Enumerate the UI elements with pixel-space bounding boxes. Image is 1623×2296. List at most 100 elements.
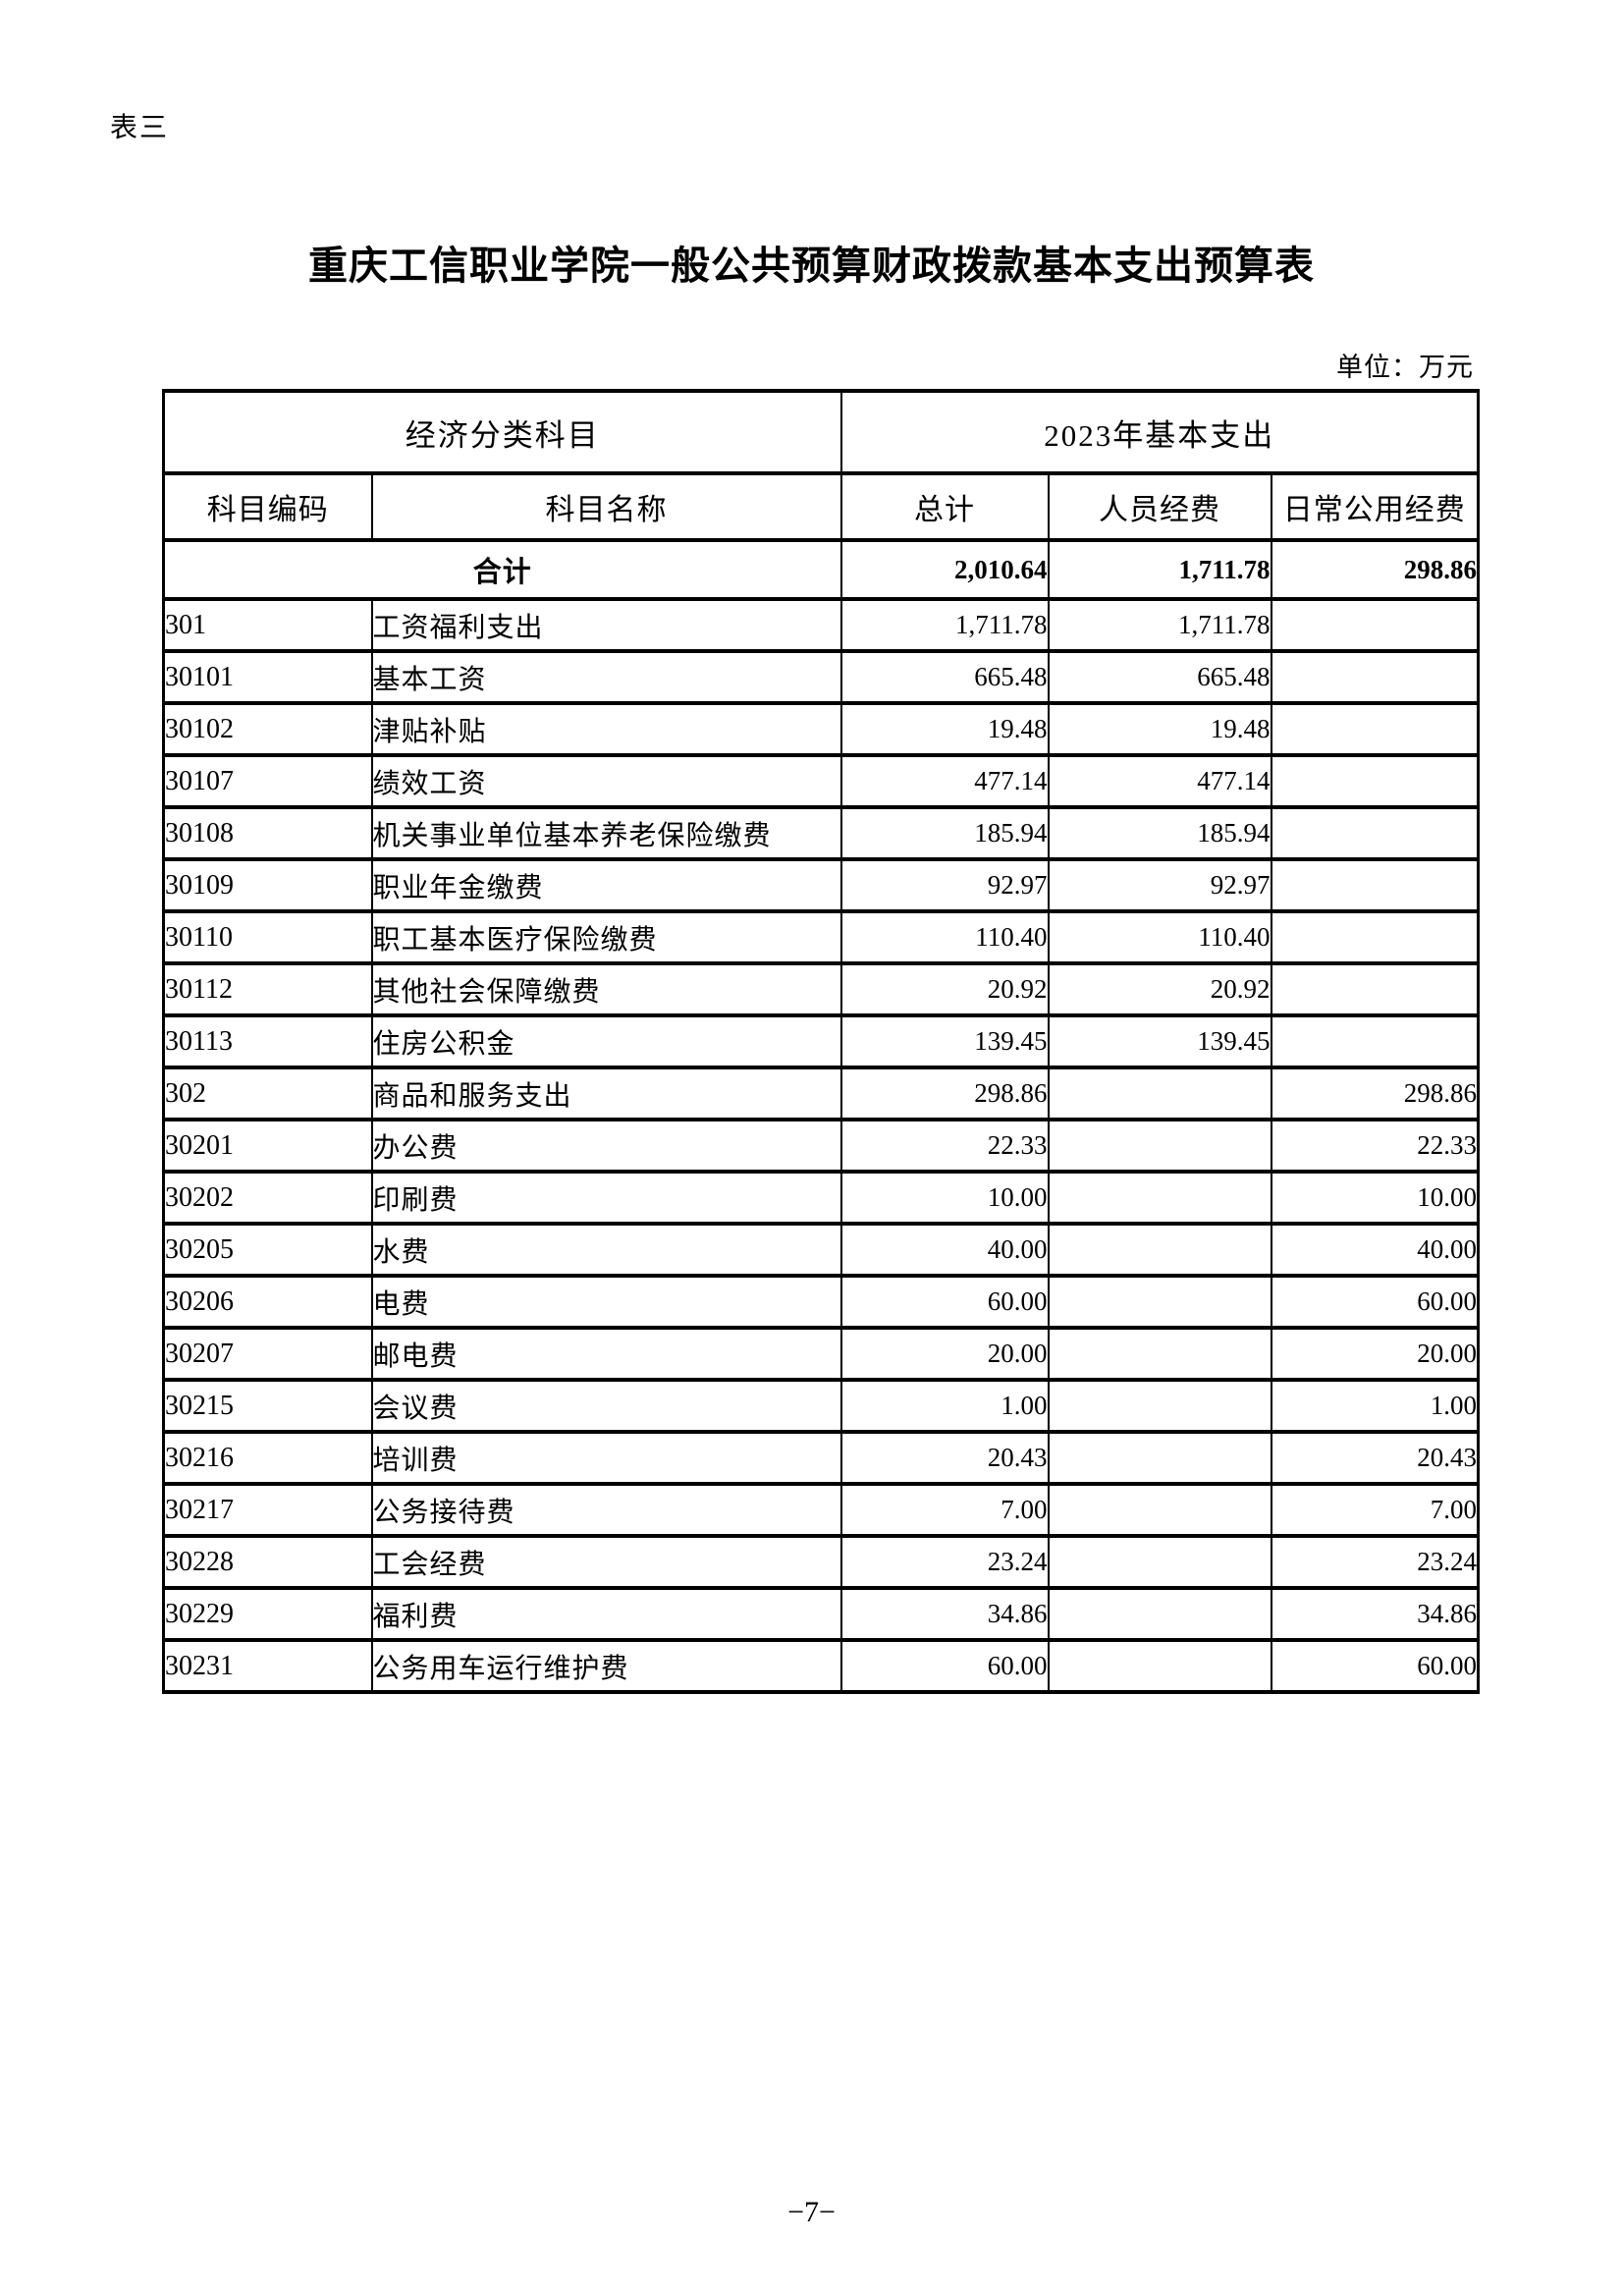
subject-name-cell: 会议费 [370, 1378, 842, 1434]
daily-expense-cell: 298.86 [1270, 1066, 1480, 1121]
subject-name-cell: 邮电费 [370, 1326, 842, 1382]
daily-expense-cell [1270, 857, 1480, 913]
daily-expense-cell: 10.00 [1270, 1170, 1480, 1226]
personnel-cell [1047, 1170, 1272, 1226]
daily-expense-cell [1270, 805, 1480, 861]
total-cell: 40.00 [839, 1222, 1050, 1278]
total-row: 合计 2,010.64 1,711.78 298.86 [162, 538, 1480, 601]
daily-expense-cell: 1.00 [1270, 1378, 1480, 1434]
daily-expense-cell: 20.00 [1270, 1326, 1480, 1382]
table-row: 30201 办公费 22.33 22.33 [162, 1118, 1480, 1174]
total-row-total: 2,010.64 [839, 538, 1050, 601]
personnel-cell: 110.40 [1047, 909, 1272, 965]
total-cell: 139.45 [839, 1013, 1050, 1069]
daily-expense-cell [1270, 1013, 1480, 1069]
subject-name-cell: 其他社会保障缴费 [370, 961, 842, 1017]
subject-code-cell: 30215 [162, 1378, 373, 1434]
subject-code-cell: 30217 [162, 1482, 373, 1538]
subject-name-cell: 培训费 [370, 1430, 842, 1486]
personnel-cell [1047, 1066, 1272, 1121]
table-row: 30231 公务用车运行维护费 60.00 60.00 [162, 1638, 1480, 1694]
total-cell: 1,711.78 [839, 597, 1050, 653]
subject-code-cell: 30113 [162, 1013, 373, 1069]
total-cell: 10.00 [839, 1170, 1050, 1226]
personnel-cell [1047, 1586, 1272, 1642]
total-cell: 298.86 [839, 1066, 1050, 1121]
personnel-cell: 139.45 [1047, 1013, 1272, 1069]
subject-name-cell: 商品和服务支出 [370, 1066, 842, 1121]
document-title: 重庆工信职业学院一般公共预算财政拨款基本支出预算表 [308, 244, 1315, 288]
personnel-cell [1047, 1222, 1272, 1278]
subject-name-cell: 基本工资 [370, 649, 842, 705]
table-number-label: 表三 [110, 113, 170, 143]
subject-code-cell: 30101 [162, 649, 373, 705]
subject-name-cell: 水费 [370, 1222, 842, 1278]
subject-name-cell: 公务用车运行维护费 [370, 1638, 842, 1694]
subject-name-cell: 工资福利支出 [370, 597, 842, 653]
total-cell: 20.00 [839, 1326, 1050, 1382]
table-row: 30207 邮电费 20.00 20.00 [162, 1326, 1480, 1382]
table-row: 30102 津贴补贴 19.48 19.48 [162, 701, 1480, 757]
table-row: 30112 其他社会保障缴费 20.92 20.92 [162, 961, 1480, 1017]
personnel-cell [1047, 1118, 1272, 1174]
table-row: 30206 电费 60.00 60.00 [162, 1274, 1480, 1330]
daily-expense-cell: 60.00 [1270, 1638, 1480, 1694]
total-cell: 110.40 [839, 909, 1050, 965]
subject-name-cell: 职业年金缴费 [370, 857, 842, 913]
table-row: 30113 住房公积金 139.45 139.45 [162, 1013, 1480, 1069]
daily-expense-cell [1270, 701, 1480, 757]
personnel-cell: 185.94 [1047, 805, 1272, 861]
subject-name-cell: 公务接待费 [370, 1482, 842, 1538]
total-row-daily: 298.86 [1270, 538, 1480, 601]
table-row: 30107 绩效工资 477.14 477.14 [162, 753, 1480, 809]
total-cell: 20.43 [839, 1430, 1050, 1486]
table-row: 30202 印刷费 10.00 10.00 [162, 1170, 1480, 1226]
col-header-daily-expense: 日常公用经费 [1270, 471, 1480, 542]
subject-code-cell: 30110 [162, 909, 373, 965]
col-header-subject-code: 科目编码 [162, 471, 373, 542]
table-column-header-row: 科目编码 科目名称 总计 人员经费 日常公用经费 [162, 471, 1480, 542]
table-row: 30229 福利费 34.86 34.86 [162, 1586, 1480, 1642]
subject-code-cell: 30201 [162, 1118, 373, 1174]
daily-expense-cell: 7.00 [1270, 1482, 1480, 1538]
subject-code-cell: 30109 [162, 857, 373, 913]
personnel-cell [1047, 1638, 1272, 1694]
subject-code-cell: 30107 [162, 753, 373, 809]
total-cell: 7.00 [839, 1482, 1050, 1538]
daily-expense-cell: 40.00 [1270, 1222, 1480, 1278]
personnel-cell: 1,711.78 [1047, 597, 1272, 653]
personnel-cell: 665.48 [1047, 649, 1272, 705]
total-cell: 22.33 [839, 1118, 1050, 1174]
total-cell: 20.92 [839, 961, 1050, 1017]
subject-code-cell: 30205 [162, 1222, 373, 1278]
subject-name-cell: 福利费 [370, 1586, 842, 1642]
personnel-cell: 92.97 [1047, 857, 1272, 913]
table-row: 30108 机关事业单位基本养老保险缴费 185.94 185.94 [162, 805, 1480, 861]
total-cell: 1.00 [839, 1378, 1050, 1434]
table-row: 30205 水费 40.00 40.00 [162, 1222, 1480, 1278]
subject-name-cell: 绩效工资 [370, 753, 842, 809]
table-row: 30217 公务接待费 7.00 7.00 [162, 1482, 1480, 1538]
daily-expense-cell: 20.43 [1270, 1430, 1480, 1486]
subject-name-cell: 机关事业单位基本养老保险缴费 [370, 805, 842, 861]
col-header-subject-name: 科目名称 [370, 471, 842, 542]
personnel-cell: 477.14 [1047, 753, 1272, 809]
subject-name-cell: 住房公积金 [370, 1013, 842, 1069]
total-cell: 60.00 [839, 1274, 1050, 1330]
table-row: 30110 职工基本医疗保险缴费 110.40 110.40 [162, 909, 1480, 965]
subject-code-cell: 30216 [162, 1430, 373, 1486]
table-row: 302 商品和服务支出 298.86 298.86 [162, 1066, 1480, 1121]
total-cell: 665.48 [839, 649, 1050, 705]
personnel-cell [1047, 1534, 1272, 1590]
total-cell: 477.14 [839, 753, 1050, 809]
daily-expense-cell [1270, 649, 1480, 705]
subject-code-cell: 30207 [162, 1326, 373, 1382]
subject-name-cell: 印刷费 [370, 1170, 842, 1226]
table-row: 301 工资福利支出 1,711.78 1,711.78 [162, 597, 1480, 653]
subject-name-cell: 津贴补贴 [370, 701, 842, 757]
subject-name-cell: 办公费 [370, 1118, 842, 1174]
daily-expense-cell [1270, 597, 1480, 653]
personnel-cell [1047, 1326, 1272, 1382]
personnel-cell [1047, 1274, 1272, 1330]
col-header-personnel: 人员经费 [1047, 471, 1272, 542]
